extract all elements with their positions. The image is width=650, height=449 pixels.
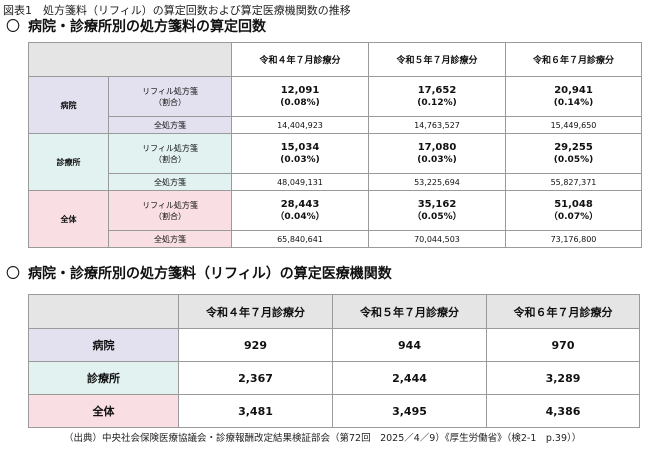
section2-mark: 〇 <box>6 266 20 282</box>
table-row: 病院 929 944 970 <box>28 328 640 362</box>
figure-title: 図表1 処方箋料（リフィル）の算定回数および算定医療機関数の推移 <box>3 4 351 17</box>
total-cell: 73,176,800 <box>505 230 642 248</box>
section2-title: 〇病院・診療所別の処方箋料（リフィル）の算定医療機関数 <box>6 263 392 283</box>
table-row: 全体 3,481 3,495 4,386 <box>28 394 640 428</box>
group-label: 病院 <box>28 76 109 134</box>
refill-label: リフィル処方箋 （割合） <box>108 190 232 231</box>
row-label: 診療所 <box>28 361 179 395</box>
group-label: 全体 <box>28 190 109 248</box>
table-row: 全体 リフィル処方箋 （割合） 28,443 （0.04%） 35,162 （0.05… <box>28 190 642 248</box>
column-header: 令和５年７月診療分 <box>332 294 487 329</box>
column-header: 令和４年７月診療分 <box>178 294 333 329</box>
table-row: 全処方箋 65,840,641 70,044,503 73,176,800 <box>29 230 642 248</box>
column-header: 令和６年７月診療分 <box>505 42 642 77</box>
institution-count-table: 令和４年７月診療分 令和５年７月診療分 令和６年７月診療分 病院 929 944… <box>28 294 640 428</box>
refill-label: リフィル処方箋 （割合） <box>108 133 232 174</box>
section1-title-text: 病院・診療所別の処方箋料の算定回数 <box>28 19 266 35</box>
total-cell: 15,449,650 <box>505 116 642 134</box>
table-row: 全処方箋 48,049,131 53,225,694 55,827,371 <box>29 173 642 191</box>
table-row: 全処方箋 14,404,923 14,763,527 15,449,650 <box>29 116 642 134</box>
refill-cell: 35,162 （0.05%） <box>368 190 506 231</box>
total-cell: 55,827,371 <box>505 173 642 191</box>
header-corner <box>28 294 179 329</box>
refill-cell: 20,941 (0.14%) <box>505 76 642 117</box>
total-label: 全処方箋 <box>108 230 232 248</box>
refill-cell: 15,034 (0.03%) <box>231 133 369 174</box>
value-cell: 3,495 <box>332 394 487 428</box>
refill-cell: 17,652 (0.12%) <box>368 76 506 117</box>
value-cell: 4,386 <box>486 394 640 428</box>
total-label: 全処方箋 <box>108 173 232 191</box>
total-cell: 65,840,641 <box>231 230 369 248</box>
total-cell: 53,225,694 <box>368 173 506 191</box>
table-row: 病院 リフィル処方箋 （割合） 12,091 (0.08%) 17,652 (0.12… <box>28 76 642 134</box>
total-label: 全処方箋 <box>108 116 232 134</box>
column-header: 令和４年７月診療分 <box>231 42 369 77</box>
row-label: 全体 <box>28 394 179 428</box>
value-cell: 3,481 <box>178 394 333 428</box>
value-cell: 2,444 <box>332 361 487 395</box>
header-corner <box>28 42 232 77</box>
section2-title-text: 病院・診療所別の処方箋料（リフィル）の算定医療機関数 <box>28 266 392 282</box>
refill-cell: 17,080 (0.03%) <box>368 133 506 174</box>
table-row: 診療所 リフィル処方箋 （割合） 15,034 (0.03%) 17,080 (0.0… <box>28 133 642 191</box>
total-cell: 48,049,131 <box>231 173 369 191</box>
value-cell: 970 <box>486 328 640 362</box>
column-header: 令和５年７月診療分 <box>368 42 506 77</box>
column-header: 令和６年７月診療分 <box>486 294 640 329</box>
prescription-count-table: 令和４年７月診療分 令和５年７月診療分 令和６年７月診療分 病院 リフィル処方箋… <box>28 42 642 248</box>
value-cell: 3,289 <box>486 361 640 395</box>
refill-cell: 51,048 （0.07%） <box>505 190 642 231</box>
source-note: （出典）中央社会保険医療協議会・診療報酬改定結果検証部会（第72回 2025／4… <box>64 433 582 444</box>
refill-cell: 28,443 （0.04%） <box>231 190 369 231</box>
refill-label: リフィル処方箋 （割合） <box>108 76 232 117</box>
value-cell: 929 <box>178 328 333 362</box>
row-label: 病院 <box>28 328 179 362</box>
table-row: 診療所 2,367 2,444 3,289 <box>28 361 640 395</box>
refill-cell: 29,255 (0.05%) <box>505 133 642 174</box>
total-cell: 70,044,503 <box>368 230 506 248</box>
total-cell: 14,763,527 <box>368 116 506 134</box>
value-cell: 944 <box>332 328 487 362</box>
value-cell: 2,367 <box>178 361 333 395</box>
group-label: 診療所 <box>28 133 109 191</box>
section1-mark: 〇 <box>6 19 20 35</box>
section1-title: 〇病院・診療所別の処方箋料の算定回数 <box>6 16 266 36</box>
total-cell: 14,404,923 <box>231 116 369 134</box>
refill-cell: 12,091 (0.08%) <box>231 76 369 117</box>
